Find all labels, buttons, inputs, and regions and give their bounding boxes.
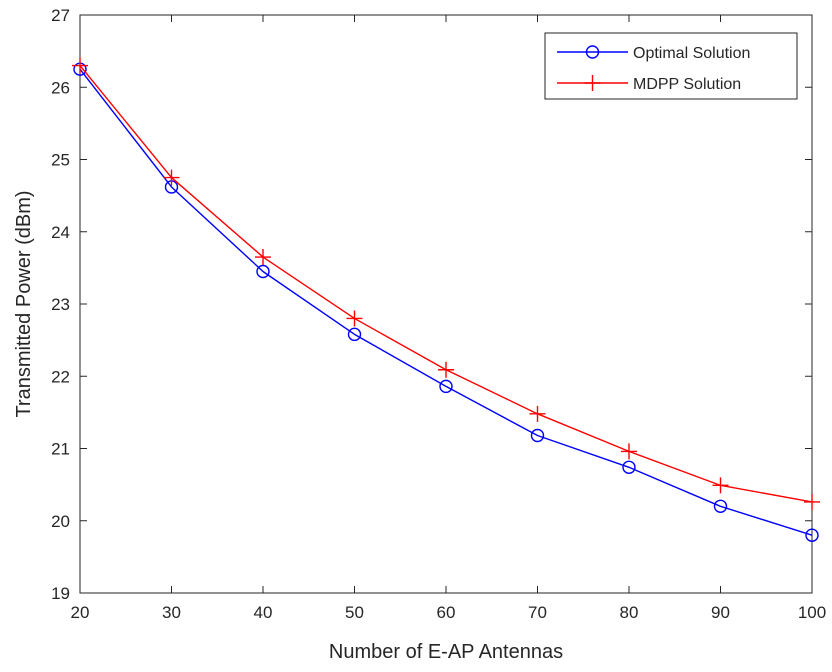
series-mdpp	[72, 57, 820, 510]
data-point	[439, 379, 453, 394]
data-point	[72, 57, 88, 74]
x-tick-label: 30	[162, 603, 181, 622]
x-tick-label: 50	[345, 603, 364, 622]
data-point	[622, 460, 636, 474]
data-point	[346, 310, 363, 327]
legend-marker-mdpp	[584, 75, 601, 91]
x-tick-label: 60	[437, 603, 456, 622]
y-tick-label: 21	[51, 440, 70, 459]
data-point	[805, 528, 819, 542]
y-tick-label: 19	[51, 584, 70, 603]
legend-label-mdpp: MDPP Solution	[633, 76, 741, 93]
series-layer	[72, 57, 820, 542]
legend-label-optimal: Optimal Solution	[633, 45, 750, 62]
data-point	[804, 493, 820, 510]
data-point	[529, 405, 546, 422]
series-line	[79, 68, 813, 536]
data-point	[438, 361, 454, 378]
y-tick-label: 24	[51, 223, 70, 242]
plot-area	[79, 14, 813, 594]
x-axis-title: Number of E-AP Antennas	[329, 641, 563, 663]
data-point	[712, 477, 729, 494]
legend: Optimal Solution MDPP Solution	[544, 32, 798, 100]
y-tick-label: 23	[51, 295, 70, 314]
x-tick-label: 80	[620, 603, 639, 622]
x-tick-label: 70	[528, 603, 547, 622]
x-tick-label: 90	[711, 603, 730, 622]
data-point	[621, 443, 637, 460]
legend-marker-optimal	[585, 45, 600, 59]
y-tick-label: 25	[51, 151, 70, 170]
y-axis-title: Transmitted Power (dBm)	[13, 190, 35, 417]
x-tick-label: 100	[798, 603, 826, 622]
data-point	[713, 499, 728, 513]
legend-box	[544, 32, 798, 100]
y-tick-label: 22	[51, 367, 70, 386]
series-optimal	[73, 62, 819, 542]
data-point	[347, 327, 362, 342]
data-point	[256, 264, 270, 279]
y-tick-label: 26	[51, 78, 70, 97]
y-tick-label: 20	[51, 512, 70, 531]
y-tick-label: 27	[51, 6, 70, 25]
data-point	[255, 249, 271, 266]
data-point	[530, 428, 545, 443]
x-tick-label: 40	[254, 603, 273, 622]
data-point	[163, 169, 180, 186]
x-tick-label: 20	[71, 603, 90, 622]
